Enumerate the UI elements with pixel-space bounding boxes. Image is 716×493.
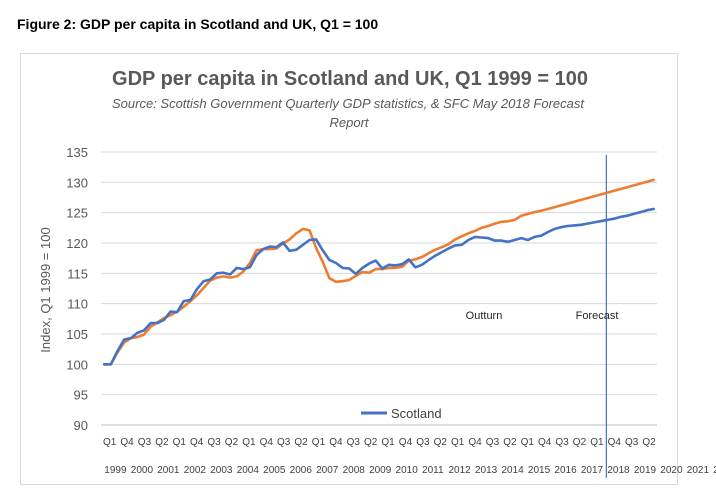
x-tick-year: 2017 (581, 465, 604, 476)
x-tick-quarter: Q4 (538, 437, 552, 448)
x-tick-quarter: Q2 (642, 437, 656, 448)
x-tick-quarter: Q3 (347, 437, 361, 448)
x-tick-year: 2005 (263, 465, 286, 476)
x-tick-year: 2021 (687, 465, 710, 476)
x-tick-quarter: Q1 (242, 437, 256, 448)
x-tick-quarter: Q4 (608, 437, 622, 448)
x-tick-quarter: Q3 (486, 437, 500, 448)
x-tick-quarter: Q2 (573, 437, 587, 448)
legend: Scotland (361, 406, 442, 421)
annotation-forecast: Forecast (576, 310, 619, 322)
x-tick-year: 2012 (449, 465, 472, 476)
x-tick-quarter: Q4 (190, 437, 204, 448)
y-tick-label: 115 (67, 266, 88, 281)
x-tick-year: 1999 (104, 465, 127, 476)
y-tick-label: 125 (66, 206, 88, 221)
x-tick-year: 2009 (369, 465, 392, 476)
x-tick-quarter: Q4 (120, 437, 134, 448)
x-tick-quarter: Q2 (155, 437, 169, 448)
y-tick-label: 120 (66, 236, 88, 251)
x-tick-quarter: Q1 (521, 437, 535, 448)
y-tick-labels: 90 95 100 105 110 115 120 125 130 135 (66, 145, 88, 433)
x-tick-year: 2019 (634, 465, 657, 476)
x-tick-year: 2011 (422, 465, 444, 476)
x-tick-quarter: Q1 (173, 437, 187, 448)
x-tick-year: 2008 (343, 465, 366, 476)
x-tick-year: 2013 (475, 465, 498, 476)
chart-subtitle-line2: Report (329, 115, 369, 130)
x-tick-quarter: Q3 (555, 437, 569, 448)
x-tick-quarter: Q3 (625, 437, 639, 448)
annotation-outturn: Outturn (466, 310, 503, 322)
x-tick-quarter: Q1 (103, 437, 117, 448)
series-lines (103, 155, 656, 478)
x-tick-quarter: Q4 (260, 437, 274, 448)
x-tick-quarter: Q2 (503, 437, 517, 448)
x-tick-year: 2020 (660, 465, 683, 476)
y-axis-label: Index, Q1 1999 = 100 (38, 227, 53, 352)
x-tick-quarter: Q4 (329, 437, 343, 448)
x-tick-year: 2003 (210, 465, 233, 476)
x-tick-quarter: Q1 (312, 437, 326, 448)
chart-subtitle-line1: Source: Scottish Government Quarterly GD… (112, 96, 585, 111)
y-tick-label: 90 (74, 418, 88, 433)
x-tick-year: 2014 (501, 465, 524, 476)
x-tick-quarter: Q2 (294, 437, 308, 448)
x-tick-quarter: Q3 (277, 437, 291, 448)
y-tick-label: 110 (67, 297, 88, 312)
x-tick-year: 2006 (290, 465, 313, 476)
gridlines (101, 151, 657, 426)
x-tick-year: 2007 (316, 465, 339, 476)
x-tick-quarter: Q1 (590, 437, 604, 448)
x-tick-year: 2002 (184, 465, 207, 476)
x-tick-quarter: Q2 (364, 437, 378, 448)
y-tick-label: 95 (74, 388, 88, 403)
y-tick-label: 100 (66, 357, 88, 372)
x-tick-quarter: Q4 (468, 437, 482, 448)
legend-scotland-label: Scotland (391, 406, 442, 421)
x-tick-year: 2015 (528, 465, 551, 476)
y-tick-label: 135 (66, 145, 88, 160)
y-tick-label: 130 (66, 175, 88, 190)
x-tick-quarter: Q2 (225, 437, 239, 448)
series-scotland-line (103, 207, 656, 366)
x-tick-quarter: Q1 (451, 437, 465, 448)
x-tick-quarter: Q3 (138, 437, 152, 448)
series-uk-line (103, 178, 656, 366)
figure-label: Figure 2: GDP per capita in Scotland and… (17, 16, 379, 32)
x-tick-quarter: Q3 (416, 437, 430, 448)
y-tick-label: 105 (66, 327, 88, 342)
x-tick-quarter: Q2 (434, 437, 448, 448)
x-tick-year: 2018 (607, 465, 630, 476)
x-tick-quarter: Q4 (399, 437, 413, 448)
x-tick-year: 2001 (157, 465, 180, 476)
x-tick-year: 2004 (237, 465, 260, 476)
x-tick-year: 2016 (554, 465, 577, 476)
chart-title: GDP per capita in Scotland and UK, Q1 19… (112, 68, 588, 90)
x-tick-quarter: Q3 (207, 437, 221, 448)
x-tick-year: 2010 (396, 465, 419, 476)
x-tick-year: 2000 (131, 465, 154, 476)
x-tick-year: 2022 (713, 465, 716, 476)
x-tick-labels: Q1 Q4 Q3 Q2 Q1 Q4 Q3 Q2 Q1 Q4 Q3 Q2 Q1 Q4 Q3 Q2 Q1 Q4 Q3 Q2… (103, 437, 716, 476)
x-tick-quarter: Q1 (381, 437, 395, 448)
